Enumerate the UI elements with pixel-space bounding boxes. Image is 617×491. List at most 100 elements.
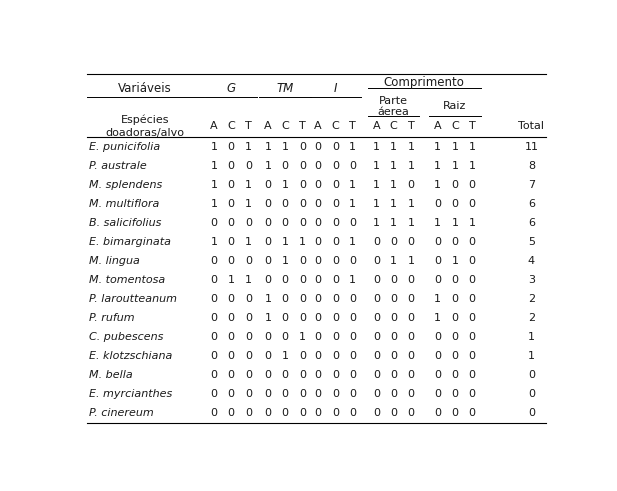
Text: 0: 0: [245, 218, 252, 228]
Text: 1: 1: [390, 161, 397, 171]
Text: 0: 0: [315, 294, 321, 304]
Text: 0: 0: [373, 294, 380, 304]
Text: 0: 0: [332, 313, 339, 323]
Text: 1: 1: [265, 294, 271, 304]
Text: 0: 0: [452, 275, 458, 285]
Text: 0: 0: [452, 351, 458, 361]
Text: 0: 0: [228, 389, 234, 399]
Text: Parte
áerea: Parte áerea: [378, 96, 410, 117]
Text: 0: 0: [315, 313, 321, 323]
Text: 0: 0: [373, 256, 380, 266]
Text: 0: 0: [228, 313, 234, 323]
Text: 0: 0: [315, 351, 321, 361]
Text: 0: 0: [434, 351, 441, 361]
Text: M. lingua: M. lingua: [89, 256, 140, 266]
Text: 0: 0: [390, 237, 397, 247]
Text: 1: 1: [245, 275, 252, 285]
Text: 1: 1: [210, 180, 217, 190]
Text: 0: 0: [528, 389, 535, 399]
Text: 0: 0: [349, 161, 356, 171]
Text: 0: 0: [373, 409, 380, 418]
Text: A: A: [434, 121, 442, 131]
Text: 0: 0: [332, 199, 339, 209]
Text: A: A: [264, 121, 271, 131]
Text: 0: 0: [299, 218, 306, 228]
Text: 1: 1: [281, 256, 289, 266]
Text: 0: 0: [349, 409, 356, 418]
Text: 0: 0: [281, 218, 289, 228]
Text: E. myrcianthes: E. myrcianthes: [89, 389, 172, 399]
Text: C: C: [390, 121, 397, 131]
Text: 0: 0: [281, 409, 289, 418]
Text: 1: 1: [373, 199, 380, 209]
Text: 1: 1: [349, 199, 356, 209]
Text: I: I: [334, 82, 337, 95]
Text: 0: 0: [228, 161, 234, 171]
Text: 1: 1: [373, 161, 380, 171]
Text: 0: 0: [390, 294, 397, 304]
Text: 7: 7: [528, 180, 535, 190]
Text: 0: 0: [452, 370, 458, 381]
Text: 1: 1: [390, 199, 397, 209]
Text: 1: 1: [468, 161, 476, 171]
Text: 1: 1: [349, 275, 356, 285]
Text: 1: 1: [245, 180, 252, 190]
Text: 1: 1: [390, 142, 397, 152]
Text: 0: 0: [315, 180, 321, 190]
Text: 0: 0: [332, 218, 339, 228]
Text: 0: 0: [373, 370, 380, 381]
Text: 0: 0: [265, 351, 271, 361]
Text: 0: 0: [390, 389, 397, 399]
Text: 0: 0: [390, 275, 397, 285]
Text: Espécies
doadoras/alvo: Espécies doadoras/alvo: [106, 115, 184, 138]
Text: E. punicifolia: E. punicifolia: [89, 142, 160, 152]
Text: 0: 0: [349, 256, 356, 266]
Text: 0: 0: [265, 199, 271, 209]
Text: 0: 0: [407, 370, 415, 381]
Text: 0: 0: [265, 180, 271, 190]
Text: 0: 0: [468, 237, 476, 247]
Text: 0: 0: [315, 142, 321, 152]
Text: 3: 3: [528, 275, 535, 285]
Text: TM: TM: [276, 82, 294, 95]
Text: 1: 1: [281, 237, 289, 247]
Text: 0: 0: [281, 275, 289, 285]
Text: 0: 0: [210, 332, 217, 342]
Text: 1: 1: [245, 142, 252, 152]
Text: 0: 0: [210, 370, 217, 381]
Text: 1: 1: [407, 256, 415, 266]
Text: 0: 0: [265, 256, 271, 266]
Text: 0: 0: [228, 180, 234, 190]
Text: 1: 1: [528, 332, 535, 342]
Text: 0: 0: [390, 409, 397, 418]
Text: 0: 0: [468, 409, 476, 418]
Text: 0: 0: [390, 313, 397, 323]
Text: 1: 1: [373, 180, 380, 190]
Text: 0: 0: [315, 389, 321, 399]
Text: 8: 8: [528, 161, 535, 171]
Text: 0: 0: [315, 370, 321, 381]
Text: 1: 1: [281, 351, 289, 361]
Text: 2: 2: [528, 313, 535, 323]
Text: 0: 0: [265, 218, 271, 228]
Text: 1: 1: [349, 180, 356, 190]
Text: 1: 1: [452, 161, 458, 171]
Text: 1: 1: [434, 142, 441, 152]
Text: M. splendens: M. splendens: [89, 180, 162, 190]
Text: 1: 1: [245, 237, 252, 247]
Text: 1: 1: [452, 218, 458, 228]
Text: 0: 0: [265, 332, 271, 342]
Text: 0: 0: [245, 332, 252, 342]
Text: 1: 1: [434, 218, 441, 228]
Text: 0: 0: [373, 351, 380, 361]
Text: 0: 0: [281, 199, 289, 209]
Text: 1: 1: [299, 237, 306, 247]
Text: 0: 0: [434, 275, 441, 285]
Text: 1: 1: [245, 199, 252, 209]
Text: 1: 1: [373, 142, 380, 152]
Text: E. bimarginata: E. bimarginata: [89, 237, 171, 247]
Text: 0: 0: [245, 389, 252, 399]
Text: 0: 0: [245, 370, 252, 381]
Text: 0: 0: [210, 389, 217, 399]
Text: 0: 0: [452, 237, 458, 247]
